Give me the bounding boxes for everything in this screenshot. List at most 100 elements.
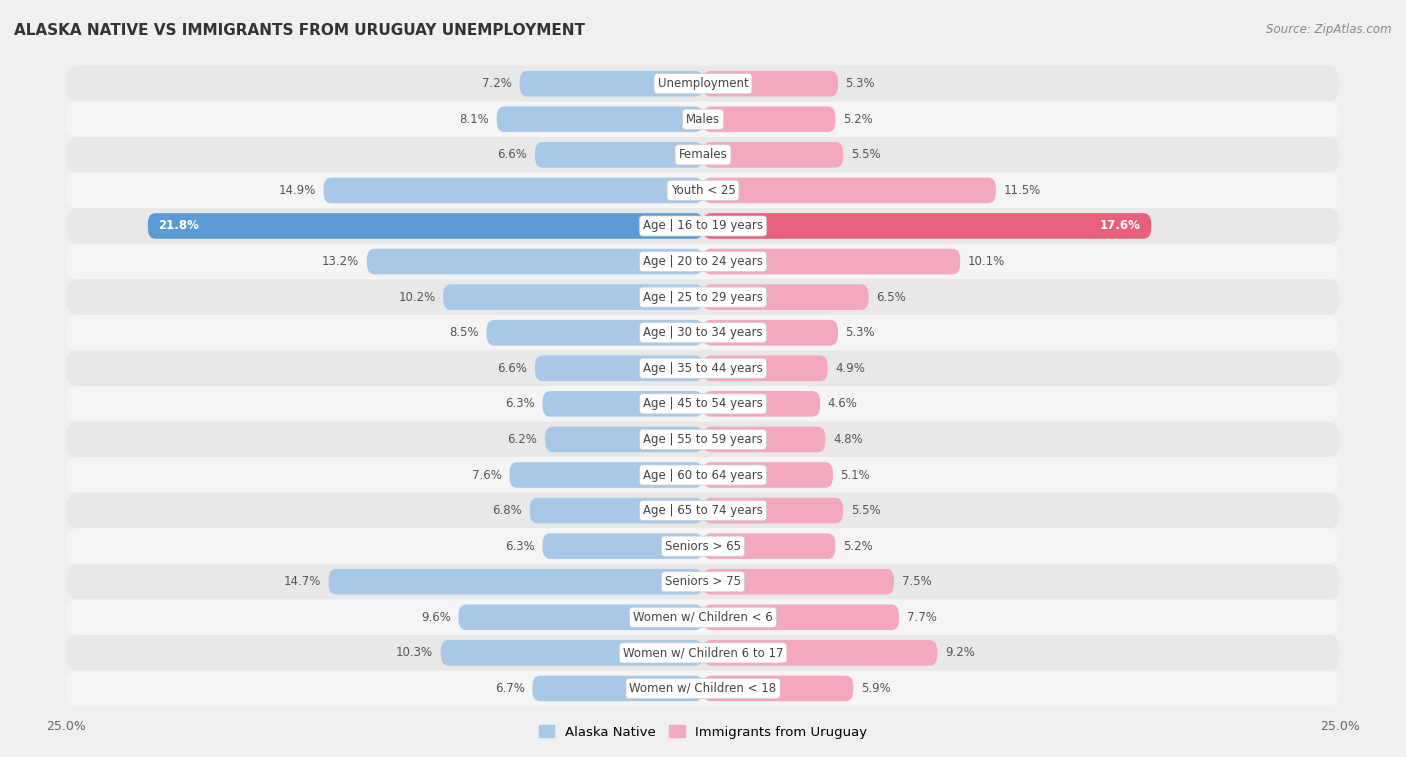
- FancyBboxPatch shape: [534, 142, 703, 167]
- Legend: Alaska Native, Immigrants from Uruguay: Alaska Native, Immigrants from Uruguay: [533, 720, 873, 744]
- FancyBboxPatch shape: [703, 142, 844, 167]
- FancyBboxPatch shape: [66, 208, 1340, 244]
- Text: 5.3%: 5.3%: [845, 326, 876, 339]
- Text: 11.5%: 11.5%: [1004, 184, 1040, 197]
- FancyBboxPatch shape: [66, 528, 1340, 564]
- FancyBboxPatch shape: [543, 391, 703, 416]
- FancyBboxPatch shape: [703, 676, 853, 701]
- Text: 5.9%: 5.9%: [860, 682, 890, 695]
- FancyBboxPatch shape: [66, 350, 1340, 386]
- Text: Women w/ Children < 6: Women w/ Children < 6: [633, 611, 773, 624]
- Text: 6.8%: 6.8%: [492, 504, 522, 517]
- FancyBboxPatch shape: [367, 249, 703, 274]
- Text: 5.1%: 5.1%: [841, 469, 870, 481]
- FancyBboxPatch shape: [534, 356, 703, 381]
- FancyBboxPatch shape: [443, 285, 703, 310]
- FancyBboxPatch shape: [703, 107, 835, 132]
- Text: 4.9%: 4.9%: [835, 362, 865, 375]
- FancyBboxPatch shape: [66, 315, 1340, 350]
- Text: 10.3%: 10.3%: [396, 646, 433, 659]
- FancyBboxPatch shape: [458, 605, 703, 630]
- Text: 7.7%: 7.7%: [907, 611, 936, 624]
- Text: 5.5%: 5.5%: [851, 148, 880, 161]
- Text: Females: Females: [679, 148, 727, 161]
- FancyBboxPatch shape: [533, 676, 703, 701]
- FancyBboxPatch shape: [66, 635, 1340, 671]
- Text: 6.3%: 6.3%: [505, 397, 534, 410]
- Text: Males: Males: [686, 113, 720, 126]
- FancyBboxPatch shape: [703, 320, 838, 345]
- FancyBboxPatch shape: [520, 71, 703, 96]
- Text: Unemployment: Unemployment: [658, 77, 748, 90]
- FancyBboxPatch shape: [703, 391, 820, 416]
- Text: 17.6%: 17.6%: [1099, 220, 1142, 232]
- FancyBboxPatch shape: [148, 213, 703, 238]
- Text: 5.2%: 5.2%: [844, 540, 873, 553]
- Text: Age | 60 to 64 years: Age | 60 to 64 years: [643, 469, 763, 481]
- FancyBboxPatch shape: [703, 640, 938, 665]
- FancyBboxPatch shape: [546, 427, 703, 452]
- FancyBboxPatch shape: [703, 498, 844, 523]
- FancyBboxPatch shape: [703, 463, 832, 488]
- FancyBboxPatch shape: [66, 101, 1340, 137]
- Text: 5.2%: 5.2%: [844, 113, 873, 126]
- FancyBboxPatch shape: [66, 671, 1340, 706]
- Text: 6.6%: 6.6%: [498, 148, 527, 161]
- Text: Source: ZipAtlas.com: Source: ZipAtlas.com: [1267, 23, 1392, 36]
- Text: 6.7%: 6.7%: [495, 682, 524, 695]
- FancyBboxPatch shape: [440, 640, 703, 665]
- FancyBboxPatch shape: [66, 493, 1340, 528]
- Text: Seniors > 65: Seniors > 65: [665, 540, 741, 553]
- FancyBboxPatch shape: [509, 463, 703, 488]
- Text: 9.6%: 9.6%: [420, 611, 451, 624]
- FancyBboxPatch shape: [66, 279, 1340, 315]
- Text: 4.6%: 4.6%: [828, 397, 858, 410]
- Text: Age | 16 to 19 years: Age | 16 to 19 years: [643, 220, 763, 232]
- Text: Women w/ Children 6 to 17: Women w/ Children 6 to 17: [623, 646, 783, 659]
- Text: 10.2%: 10.2%: [398, 291, 436, 304]
- FancyBboxPatch shape: [66, 564, 1340, 600]
- FancyBboxPatch shape: [66, 386, 1340, 422]
- Text: Youth < 25: Youth < 25: [671, 184, 735, 197]
- FancyBboxPatch shape: [703, 427, 825, 452]
- Text: 10.1%: 10.1%: [967, 255, 1005, 268]
- Text: 4.8%: 4.8%: [832, 433, 863, 446]
- FancyBboxPatch shape: [703, 285, 869, 310]
- Text: 7.5%: 7.5%: [901, 575, 931, 588]
- Text: 6.6%: 6.6%: [498, 362, 527, 375]
- Text: Age | 55 to 59 years: Age | 55 to 59 years: [643, 433, 763, 446]
- Text: Age | 45 to 54 years: Age | 45 to 54 years: [643, 397, 763, 410]
- Text: 8.5%: 8.5%: [450, 326, 479, 339]
- FancyBboxPatch shape: [530, 498, 703, 523]
- FancyBboxPatch shape: [703, 534, 835, 559]
- FancyBboxPatch shape: [329, 569, 703, 594]
- Text: 14.9%: 14.9%: [278, 184, 316, 197]
- FancyBboxPatch shape: [66, 457, 1340, 493]
- Text: 7.6%: 7.6%: [472, 469, 502, 481]
- FancyBboxPatch shape: [703, 356, 828, 381]
- FancyBboxPatch shape: [703, 249, 960, 274]
- FancyBboxPatch shape: [703, 213, 1152, 238]
- Text: Age | 65 to 74 years: Age | 65 to 74 years: [643, 504, 763, 517]
- FancyBboxPatch shape: [66, 137, 1340, 173]
- FancyBboxPatch shape: [543, 534, 703, 559]
- Text: 5.3%: 5.3%: [845, 77, 876, 90]
- Text: 8.1%: 8.1%: [460, 113, 489, 126]
- Text: 6.2%: 6.2%: [508, 433, 537, 446]
- FancyBboxPatch shape: [703, 605, 898, 630]
- FancyBboxPatch shape: [703, 71, 838, 96]
- Text: 9.2%: 9.2%: [945, 646, 974, 659]
- FancyBboxPatch shape: [703, 569, 894, 594]
- FancyBboxPatch shape: [66, 600, 1340, 635]
- Text: Age | 20 to 24 years: Age | 20 to 24 years: [643, 255, 763, 268]
- FancyBboxPatch shape: [496, 107, 703, 132]
- FancyBboxPatch shape: [486, 320, 703, 345]
- Text: 21.8%: 21.8%: [157, 220, 198, 232]
- Text: Women w/ Children < 18: Women w/ Children < 18: [630, 682, 776, 695]
- Text: 6.5%: 6.5%: [876, 291, 905, 304]
- FancyBboxPatch shape: [323, 178, 703, 203]
- FancyBboxPatch shape: [66, 173, 1340, 208]
- Text: Age | 30 to 34 years: Age | 30 to 34 years: [643, 326, 763, 339]
- Text: ALASKA NATIVE VS IMMIGRANTS FROM URUGUAY UNEMPLOYMENT: ALASKA NATIVE VS IMMIGRANTS FROM URUGUAY…: [14, 23, 585, 38]
- Text: 13.2%: 13.2%: [322, 255, 359, 268]
